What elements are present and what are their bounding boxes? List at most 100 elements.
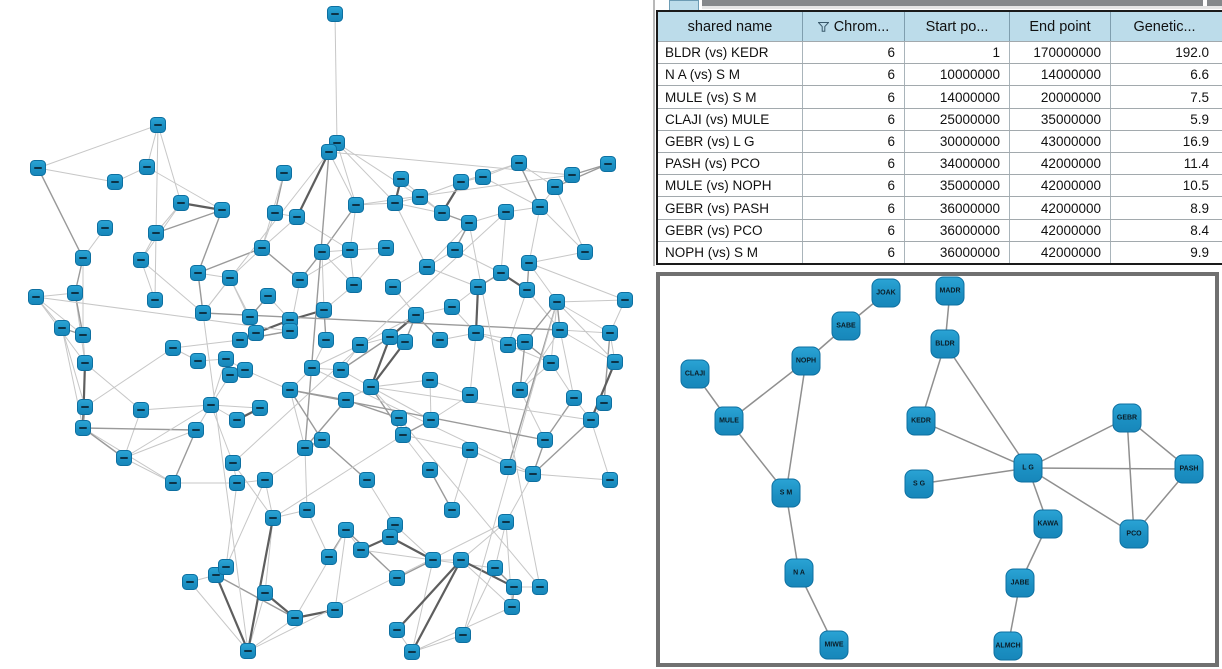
network-node[interactable]	[139, 159, 155, 175]
network-node[interactable]	[461, 215, 477, 231]
network-node[interactable]	[607, 354, 623, 370]
network-node[interactable]	[521, 255, 537, 271]
network-node[interactable]	[314, 432, 330, 448]
network-node[interactable]	[408, 307, 424, 323]
network-node[interactable]	[517, 334, 533, 350]
network-node[interactable]	[566, 390, 582, 406]
network-node[interactable]	[316, 302, 332, 318]
network-node[interactable]	[397, 334, 413, 350]
network-node[interactable]	[232, 332, 248, 348]
network-node[interactable]	[468, 325, 484, 341]
network-node[interactable]	[165, 340, 181, 356]
network-node[interactable]	[444, 502, 460, 518]
table-row[interactable]: PASH (vs) PCO 6 34000000 42000000 11.4	[658, 152, 1222, 175]
network-node[interactable]	[352, 337, 368, 353]
network-node-claji[interactable]: CLAJI	[680, 359, 710, 389]
network-node-sm[interactable]: S M	[771, 478, 801, 508]
table-row[interactable]: N A (vs) S M 6 10000000 14000000 6.6	[658, 63, 1222, 86]
network-node[interactable]	[462, 442, 478, 458]
network-node[interactable]	[600, 156, 616, 172]
network-node[interactable]	[292, 272, 308, 288]
network-node[interactable]	[543, 355, 559, 371]
network-node[interactable]	[133, 402, 149, 418]
network-node-sg[interactable]: S G	[904, 469, 934, 499]
network-node[interactable]	[321, 549, 337, 565]
network-node[interactable]	[423, 412, 439, 428]
network-node[interactable]	[342, 242, 358, 258]
column-header-1[interactable]: Chrom...	[803, 12, 905, 41]
network-node[interactable]	[348, 197, 364, 213]
network-node[interactable]	[506, 579, 522, 595]
table-row[interactable]: CLAJI (vs) MULE 6 25000000 35000000 5.9	[658, 107, 1222, 130]
network-node[interactable]	[165, 475, 181, 491]
network-node[interactable]	[225, 455, 241, 471]
network-node[interactable]	[404, 644, 420, 660]
network-node[interactable]	[617, 292, 633, 308]
network-node-madr[interactable]: MADR	[935, 276, 965, 306]
network-node[interactable]	[28, 289, 44, 305]
network-node[interactable]	[30, 160, 46, 176]
network-node[interactable]	[299, 502, 315, 518]
network-node[interactable]	[412, 189, 428, 205]
network-node[interactable]	[549, 294, 565, 310]
network-node[interactable]	[222, 270, 238, 286]
network-node[interactable]	[242, 309, 258, 325]
network-node[interactable]	[248, 325, 264, 341]
network-node[interactable]	[391, 410, 407, 426]
network-node[interactable]	[188, 422, 204, 438]
network-node[interactable]	[537, 432, 553, 448]
network-node[interactable]	[54, 320, 70, 336]
network-node[interactable]	[190, 353, 206, 369]
network-node[interactable]	[267, 205, 283, 221]
network-node[interactable]	[257, 585, 273, 601]
network-node[interactable]	[289, 209, 305, 225]
network-node[interactable]	[276, 165, 292, 181]
network-node[interactable]	[453, 552, 469, 568]
network-node[interactable]	[596, 395, 612, 411]
network-node[interactable]	[389, 622, 405, 638]
network-node[interactable]	[389, 570, 405, 586]
network-node-kedr[interactable]: KEDR	[906, 406, 936, 436]
network-node[interactable]	[107, 174, 123, 190]
table-row[interactable]: BLDR (vs) KEDR 6 1 170000000 192.0	[658, 41, 1222, 64]
network-node[interactable]	[504, 599, 520, 615]
network-node[interactable]	[150, 117, 166, 133]
network-node[interactable]	[564, 167, 580, 183]
network-node[interactable]	[327, 602, 343, 618]
network-node[interactable]	[222, 367, 238, 383]
network-node[interactable]	[182, 574, 198, 590]
network-node[interactable]	[214, 202, 230, 218]
network-node[interactable]	[75, 327, 91, 343]
network-node-kawa[interactable]: KAWA	[1033, 509, 1063, 539]
network-node[interactable]	[240, 643, 256, 659]
network-node[interactable]	[318, 332, 334, 348]
network-node[interactable]	[218, 559, 234, 575]
network-node[interactable]	[173, 195, 189, 211]
network-node[interactable]	[338, 392, 354, 408]
network-node[interactable]	[314, 244, 330, 260]
network-node[interactable]	[346, 277, 362, 293]
network-node[interactable]	[493, 265, 509, 281]
network-node[interactable]	[432, 332, 448, 348]
network-node-almch[interactable]: ALMCH	[993, 631, 1023, 661]
network-node[interactable]	[77, 355, 93, 371]
network-node[interactable]	[133, 252, 149, 268]
network-node[interactable]	[475, 169, 491, 185]
network-node[interactable]	[387, 195, 403, 211]
network-node[interactable]	[511, 155, 527, 171]
network-node[interactable]	[393, 171, 409, 187]
network-node-sabe[interactable]: SABE	[831, 311, 861, 341]
network-node[interactable]	[419, 259, 435, 275]
network-node[interactable]	[512, 382, 528, 398]
network-node[interactable]	[77, 399, 93, 415]
network-node-bldr[interactable]: BLDR	[930, 329, 960, 359]
network-node[interactable]	[304, 360, 320, 376]
network-node[interactable]	[218, 351, 234, 367]
network-node[interactable]	[532, 579, 548, 595]
table-row[interactable]: GEBR (vs) PASH 6 36000000 42000000 8.9	[658, 196, 1222, 219]
network-node[interactable]	[67, 285, 83, 301]
network-node[interactable]	[203, 397, 219, 413]
network-node[interactable]	[500, 459, 516, 475]
table-row[interactable]: MULE (vs) S M 6 14000000 20000000 7.5	[658, 85, 1222, 108]
network-node[interactable]	[287, 610, 303, 626]
